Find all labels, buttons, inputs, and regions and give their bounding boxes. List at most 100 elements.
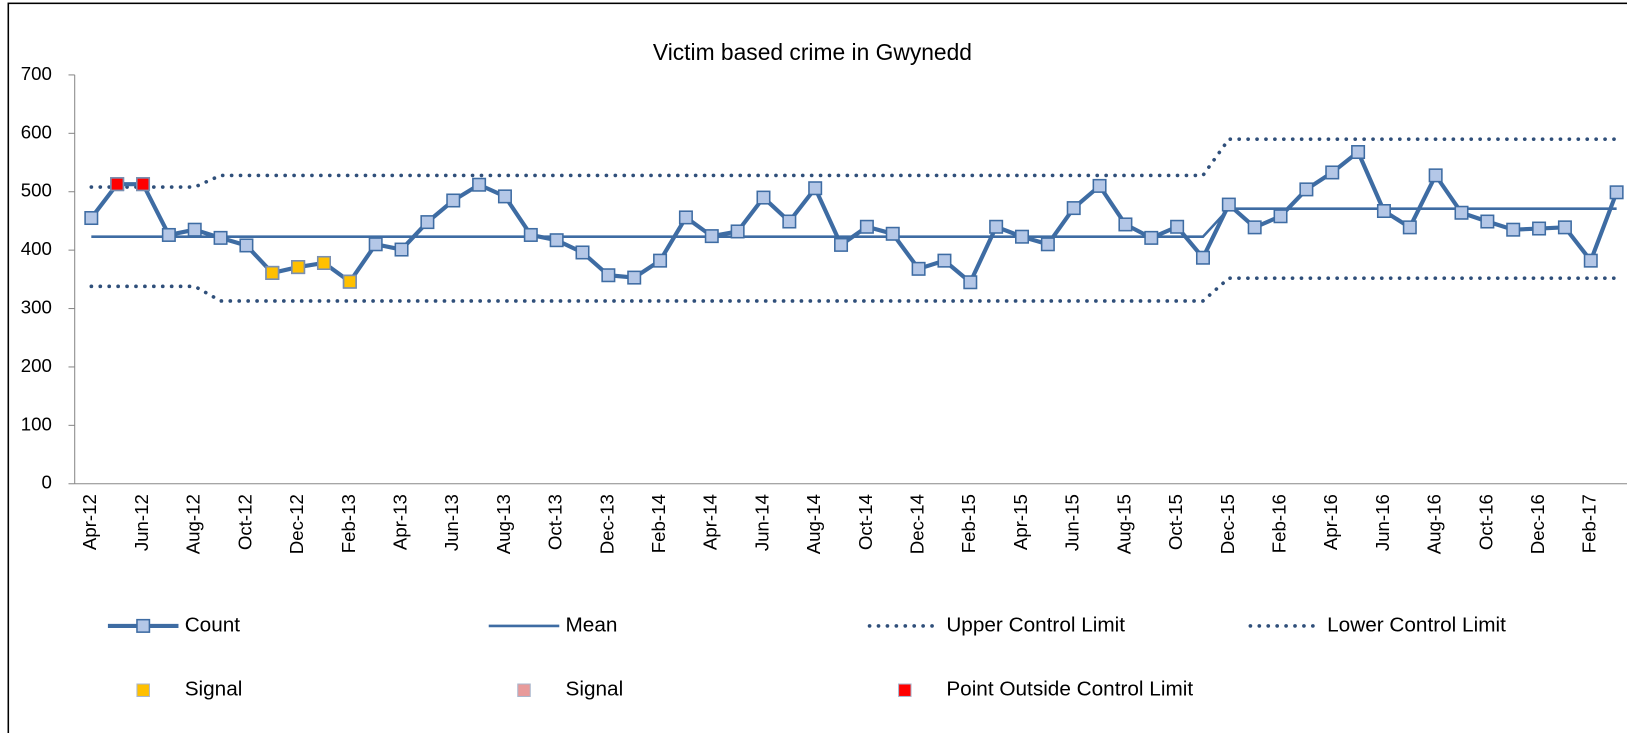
- marker: [84, 211, 99, 226]
- x-tick-label: Dec-15: [1217, 494, 1238, 554]
- marker: [1247, 220, 1262, 235]
- x-tick-label: Aug-12: [183, 494, 204, 554]
- marker: [213, 230, 228, 245]
- x-tick-label: Jun-13: [441, 494, 462, 551]
- marker: [1221, 197, 1236, 212]
- marker: [1092, 178, 1107, 193]
- legend-label: Signal: [566, 678, 624, 701]
- x-tick-label: Apr-15: [1010, 494, 1031, 550]
- marker: [1454, 205, 1469, 220]
- marker: [1118, 217, 1133, 232]
- x-tick-label: Oct-14: [855, 494, 876, 550]
- marker: [627, 270, 642, 285]
- marker: [859, 219, 874, 234]
- marker: [472, 177, 487, 192]
- x-tick-label: Jun-12: [131, 494, 152, 551]
- marker: [1325, 165, 1340, 180]
- marker: [497, 189, 512, 204]
- marker: [291, 260, 306, 275]
- marker: [342, 274, 357, 289]
- x-tick-label: Oct-16: [1475, 494, 1496, 550]
- legend-marker: [136, 618, 151, 633]
- marker: [937, 253, 952, 268]
- y-tick-label: 300: [21, 296, 52, 317]
- marker: [136, 177, 151, 192]
- x-tick-label: Jun-15: [1062, 494, 1083, 551]
- marker: [523, 227, 538, 242]
- x-tick-label: Apr-13: [389, 494, 410, 550]
- marker: [1557, 220, 1572, 235]
- x-tick-label: Dec-13: [596, 494, 617, 554]
- marker: [1299, 182, 1314, 197]
- x-tick-label: Aug-14: [803, 494, 824, 554]
- x-tick-label: Jun-16: [1372, 494, 1393, 551]
- marker: [1195, 250, 1210, 265]
- legend-label: Count: [185, 613, 241, 636]
- x-tick-label: Feb-17: [1579, 494, 1600, 553]
- marker: [265, 265, 280, 280]
- x-tick-label: Aug-16: [1424, 494, 1445, 554]
- legend-label: Signal: [185, 678, 243, 701]
- x-tick-label: Feb-13: [338, 494, 359, 553]
- marker: [678, 210, 693, 225]
- chart-title: Victim based crime in Gwynedd: [653, 39, 972, 65]
- marker: [549, 233, 564, 248]
- y-tick-label: 100: [21, 413, 52, 434]
- marker: [239, 238, 254, 253]
- marker: [394, 242, 409, 257]
- chart-border: [7, 2, 1627, 733]
- marker: [1609, 185, 1624, 200]
- legend-label: Lower Control Limit: [1327, 613, 1506, 636]
- control-limit-line: [89, 137, 1619, 189]
- marker: [1066, 201, 1081, 216]
- marker: [1170, 219, 1185, 234]
- marker: [1273, 209, 1288, 224]
- marker: [187, 222, 202, 237]
- marker: [110, 177, 125, 192]
- y-tick-label: 200: [21, 355, 52, 376]
- legend-label: Upper Control Limit: [946, 613, 1125, 636]
- marker: [704, 229, 719, 244]
- x-tick-label: Jun-14: [751, 494, 772, 551]
- marker: [1015, 229, 1030, 244]
- marker: [1583, 253, 1598, 268]
- x-tick-label: Oct-13: [545, 494, 566, 550]
- x-tick-label: Oct-12: [234, 494, 255, 550]
- marker: [1428, 168, 1443, 183]
- marker: [1532, 221, 1547, 236]
- legend-label: Point Outside Control Limit: [946, 678, 1193, 701]
- y-tick-label: 400: [21, 238, 52, 259]
- marker: [911, 261, 926, 276]
- marker: [756, 190, 771, 205]
- marker: [1402, 220, 1417, 235]
- marker: [963, 275, 978, 290]
- control-limit-line: [89, 276, 1619, 303]
- x-tick-label: Dec-14: [907, 494, 928, 554]
- marker: [316, 255, 331, 270]
- marker: [446, 193, 461, 208]
- marker: [1040, 237, 1055, 252]
- y-tick-label: 700: [21, 63, 52, 84]
- legend-marker: [898, 683, 912, 697]
- marker: [885, 226, 900, 241]
- x-tick-label: Aug-15: [1113, 494, 1134, 554]
- x-tick-label: Apr-14: [700, 494, 721, 550]
- y-tick-label: 0: [41, 472, 51, 493]
- x-tick-label: Feb-16: [1268, 494, 1289, 553]
- marker: [1376, 204, 1391, 219]
- marker: [368, 237, 383, 252]
- marker: [575, 245, 590, 260]
- x-tick-label: Feb-15: [958, 494, 979, 553]
- y-tick-label: 500: [21, 180, 52, 201]
- marker: [653, 253, 668, 268]
- marker: [989, 219, 1004, 234]
- y-tick-label: 600: [21, 121, 52, 142]
- marker: [1480, 214, 1495, 229]
- marker: [782, 214, 797, 229]
- x-tick-label: Oct-15: [1165, 494, 1186, 550]
- legend-marker: [136, 683, 150, 697]
- marker: [730, 224, 745, 239]
- x-tick-label: Aug-13: [493, 494, 514, 554]
- marker: [1144, 230, 1159, 245]
